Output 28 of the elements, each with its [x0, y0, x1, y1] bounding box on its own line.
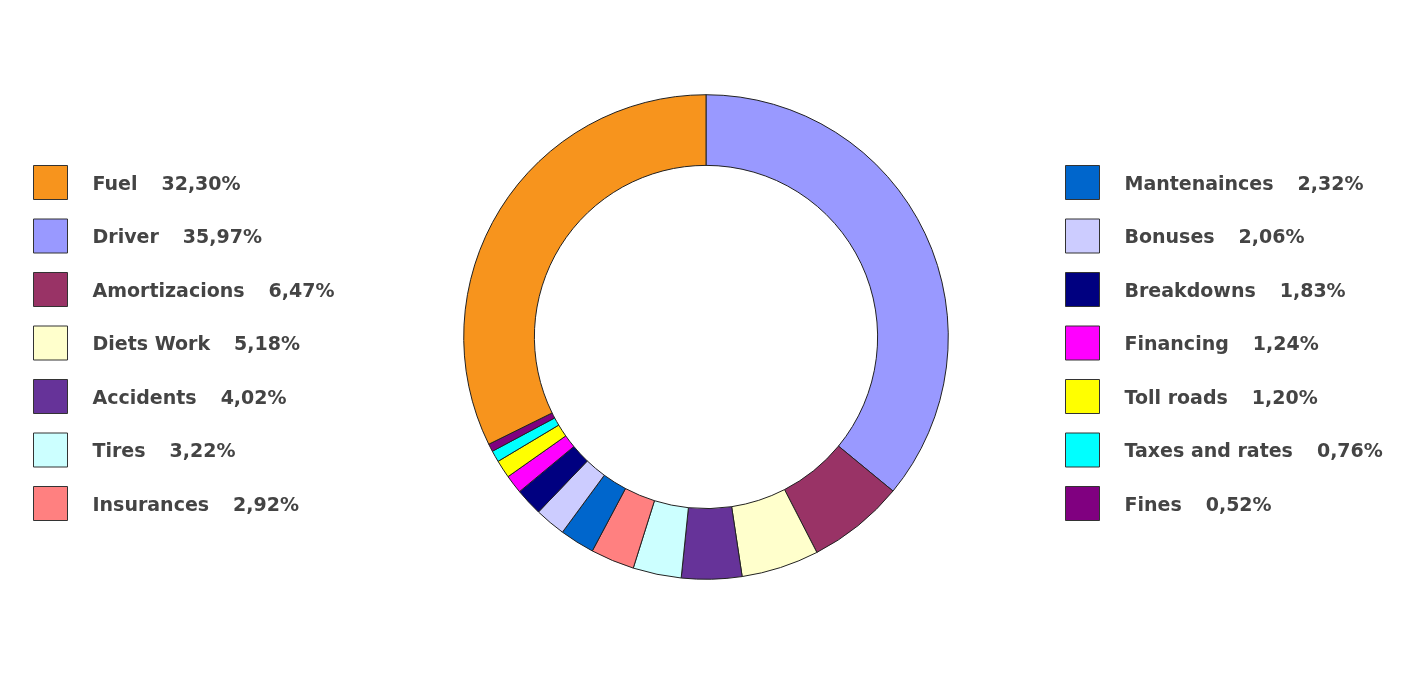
legend-label: Amortizacions [92, 278, 245, 301]
legend-label: Diets Work [92, 332, 211, 354]
data-label: 35,97% [182, 225, 262, 247]
legend-label: Toll roads [1124, 385, 1228, 408]
data-label: 3,22% [169, 439, 236, 461]
data-label: 2,32% [1297, 171, 1364, 194]
data-label: 32,30% [161, 171, 241, 194]
data-label: 1,20% [1251, 385, 1318, 408]
legend-label: Financing [1124, 332, 1229, 354]
data-label: 1,24% [1252, 332, 1319, 354]
legend-label: Insurances [92, 492, 210, 515]
legend-label: Accidents [92, 385, 197, 408]
legend-label: Bonuses [1124, 225, 1215, 247]
legend-label: Tires [92, 439, 146, 461]
legend-label: Taxes and rates [1124, 439, 1293, 461]
data-label: 0,76% [1316, 439, 1383, 461]
data-label: 1,83% [1279, 278, 1346, 301]
data-label: 2,06% [1238, 225, 1305, 247]
legend-label: Fuel [92, 171, 138, 194]
data-label: 0,52% [1205, 492, 1272, 515]
legend-label: Breakdowns [1124, 278, 1256, 301]
data-label: 2,92% [233, 492, 300, 515]
legend-label: Mantenainces [1124, 171, 1274, 194]
data-label: 4,02% [220, 385, 287, 408]
legend-label: Fines [1124, 492, 1182, 515]
data-label: 5,18% [234, 332, 300, 354]
legend-label: Driver [92, 225, 160, 247]
data-label: 6,47% [268, 278, 335, 301]
